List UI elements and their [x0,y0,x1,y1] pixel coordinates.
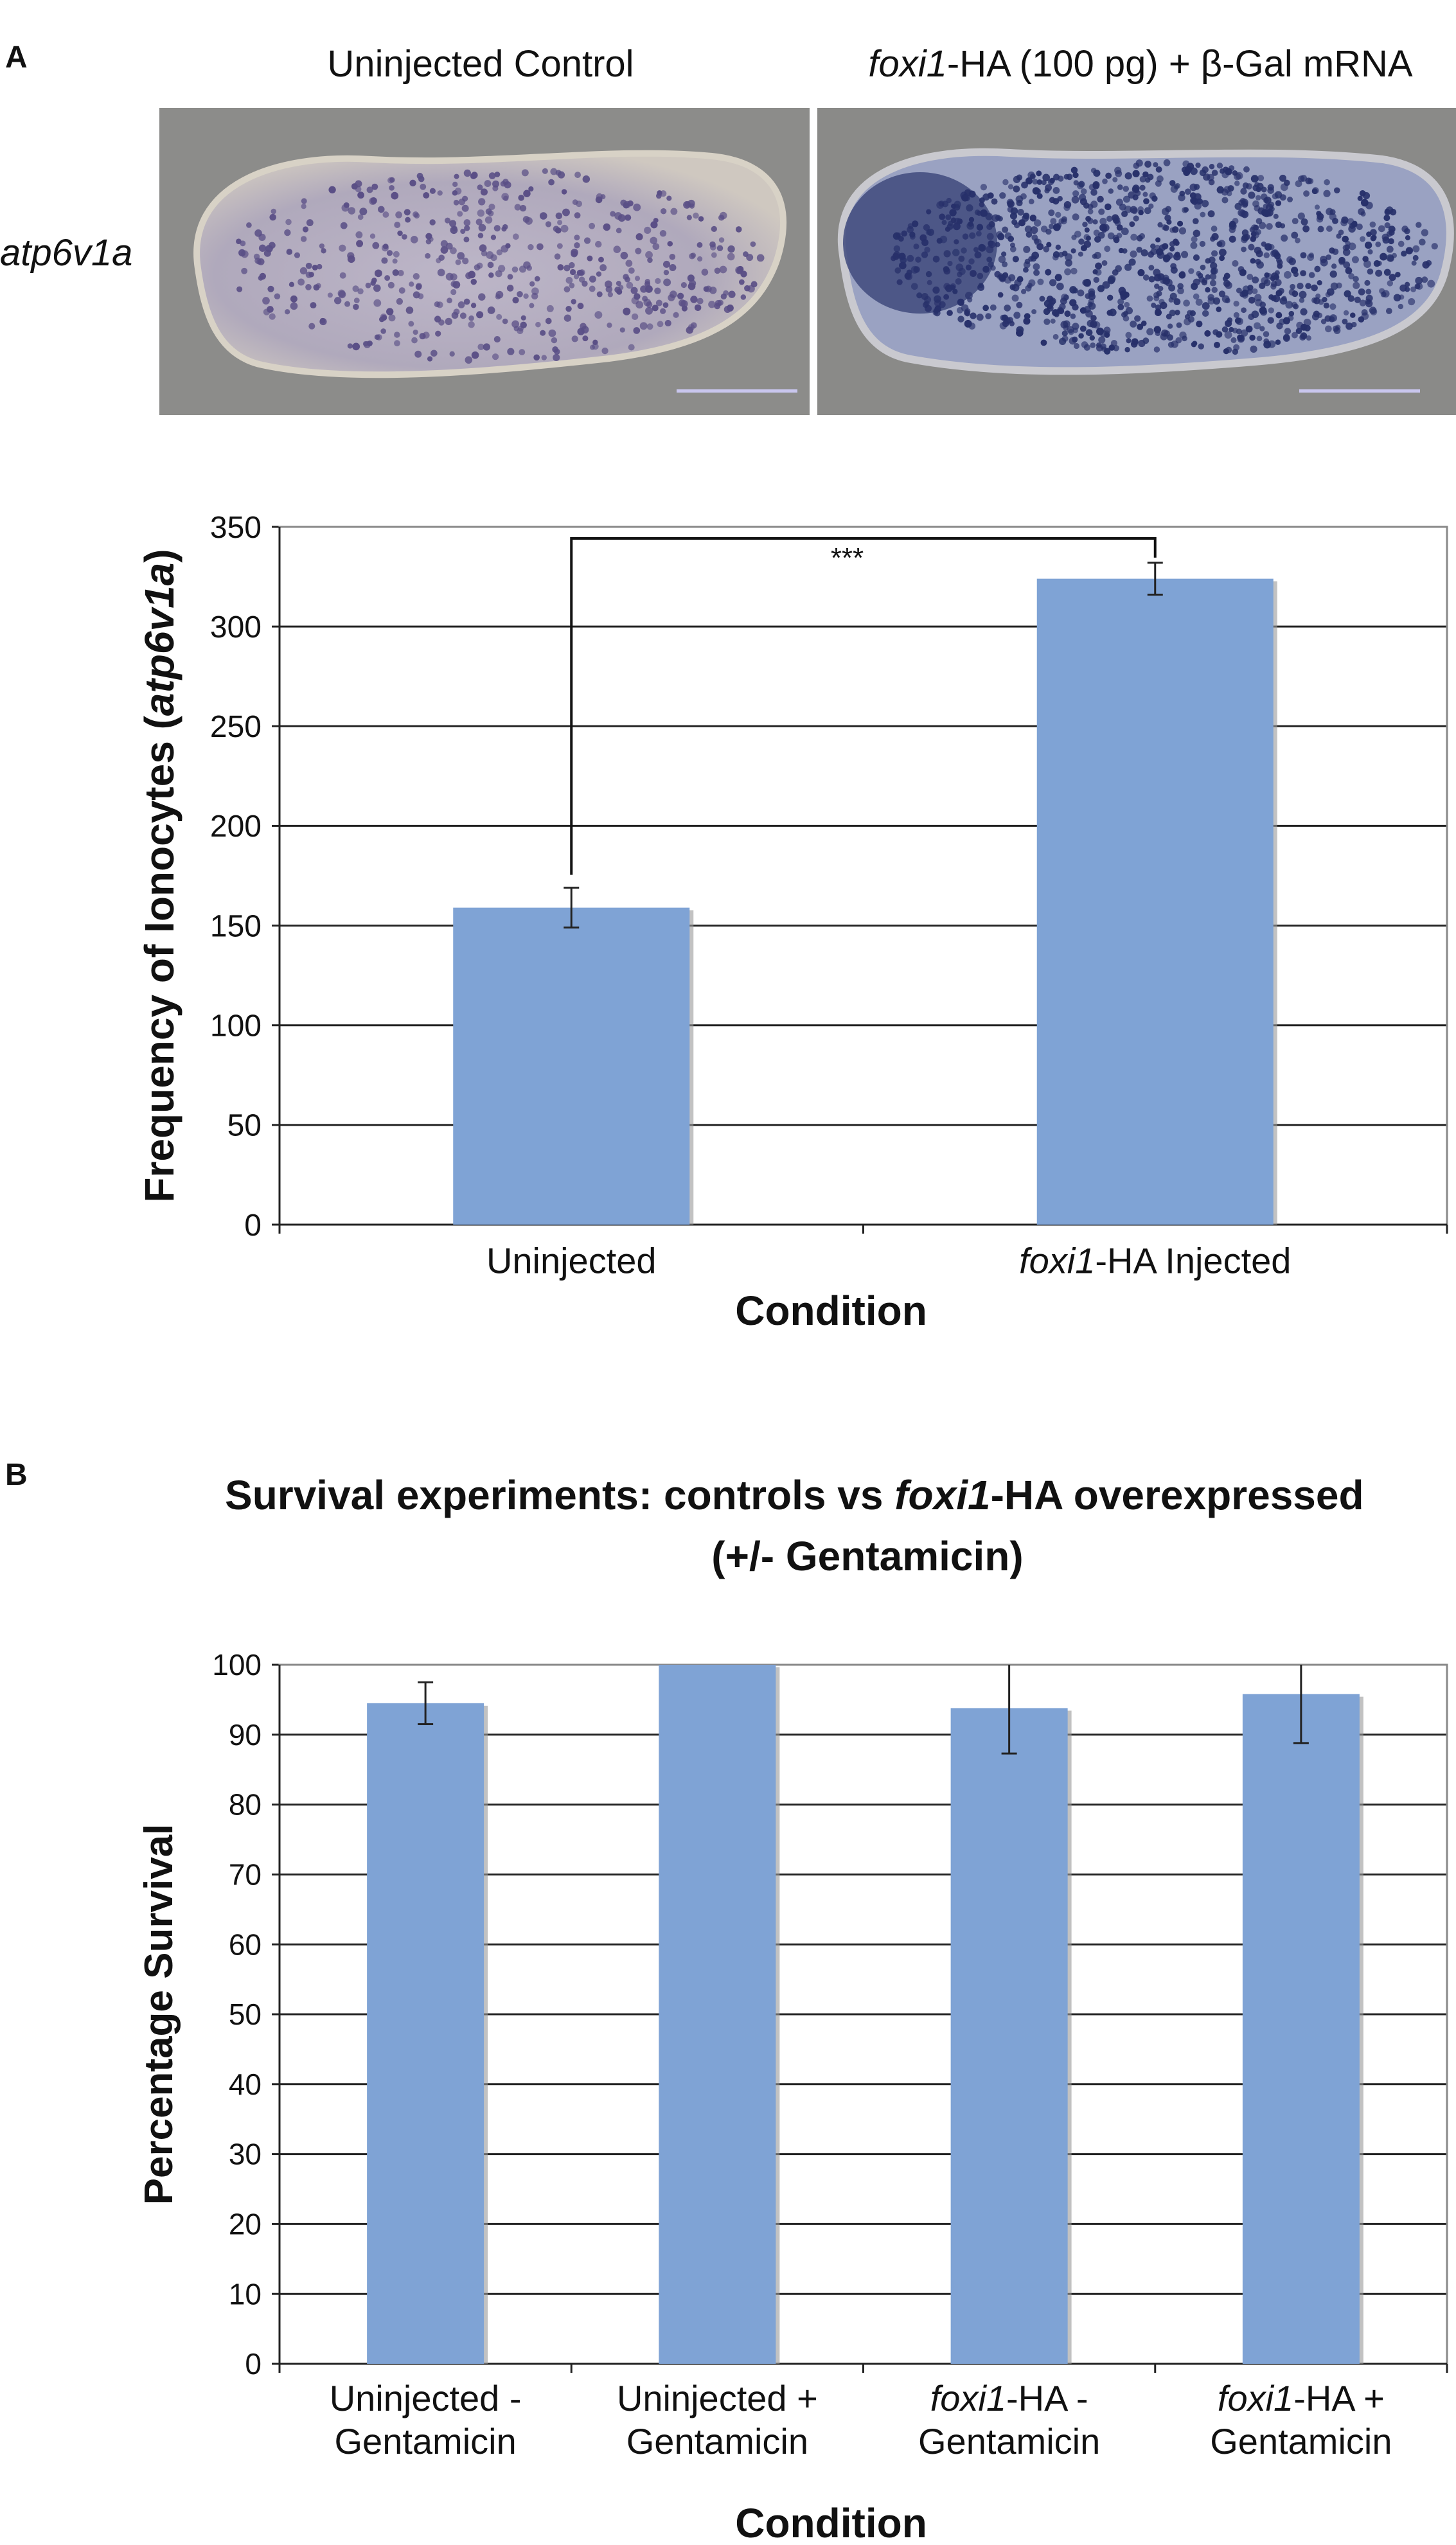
left-image-title: Uninjected Control [327,43,634,85]
survival-chart-title-line2: (+/- Gentamicin) [711,1533,1024,1579]
y-tick-label: 100 [210,1009,262,1043]
significance-bracket [570,537,1157,875]
ionocyte-frequency-chart: 0 50 100 150 200 250 300 350 Uninjected foxi1-HA … [136,511,1448,1334]
right-image-title: foxi1-HA (100 pg) + β-Gal mRNA [819,42,1456,85]
y-tick-label: 60 [229,1928,262,1961]
y-tick-label: 50 [229,1998,262,2031]
right-image-title-rest: -HA (100 pg) + β-Gal mRNA [946,43,1413,85]
x-tick-label-line2: Gentamicin [335,2421,517,2461]
y-tick-label: 100 [212,1648,262,1681]
bar [1242,1694,1360,2364]
x-tick-label-line2: Gentamicin [918,2421,1100,2461]
bar [950,1708,1068,2364]
right-image-title-gene: foxi1 [868,43,947,85]
row-label-gene: atp6v1a [0,232,133,274]
survival-title-gene: foxi1 [894,1472,991,1518]
y-tick-label: 0 [244,1209,262,1243]
panel-a-letter: A [5,40,28,75]
y-axis-label: Frequency of Ionocytes (atp6v1a) [136,549,182,1202]
bar [367,1703,484,2364]
x-tick-label: foxi1-HA Injected [1019,1241,1291,1281]
y-tick-label: 300 [210,610,262,644]
x-tick-label-line2: Gentamicin [1210,2421,1392,2461]
y-tick-label: 200 [210,810,262,844]
uninjected-embryo-image [159,108,810,415]
x-axis-label: Condition [735,1288,927,1334]
panel-b-letter: B [5,1458,28,1492]
x-tick-label: Uninjected + [617,2378,818,2418]
y-tick-label: 250 [210,710,262,744]
y-tick-label: 350 [210,511,262,545]
injected-embryo-drawing [817,108,1456,415]
x-tick-label: Uninjected [486,1241,657,1281]
y-tick-label: 20 [229,2208,262,2241]
y-tick-label: 50 [227,1109,262,1143]
y-tick-label: 70 [229,1858,262,1892]
y-tick-label: 10 [229,2277,262,2310]
y-tick-label: 0 [245,2347,262,2381]
y-axis-label: Percentage Survival [137,1824,181,2205]
x-axis-label: Condition [735,2500,927,2545]
bar [659,1665,776,2364]
x-tick-label-line2: Gentamicin [626,2421,808,2461]
x-tick-label: foxi1-HA + [1218,2378,1385,2418]
survival-chart-title-line1: Survival experiments: controls vs foxi1-… [225,1471,1456,1519]
y-tick-label: 40 [229,2068,262,2101]
injected-embryo-image [817,108,1456,415]
significance-stars: *** [831,542,864,574]
x-tick-label: foxi1-HA - [930,2378,1088,2418]
bar [1036,578,1274,1225]
y-tick-label: 80 [229,1788,262,1822]
survival-title-prefix: Survival experiments: controls vs [225,1472,895,1518]
bar [453,907,690,1225]
y-tick-label: 150 [210,909,262,943]
survival-title-suffix: -HA overexpressed [990,1472,1364,1518]
y-tick-label: 90 [229,1718,262,1751]
uninjected-embryo-drawing [159,108,810,415]
y-tick-label: 30 [229,2138,262,2171]
x-tick-label: Uninjected - [330,2378,522,2418]
